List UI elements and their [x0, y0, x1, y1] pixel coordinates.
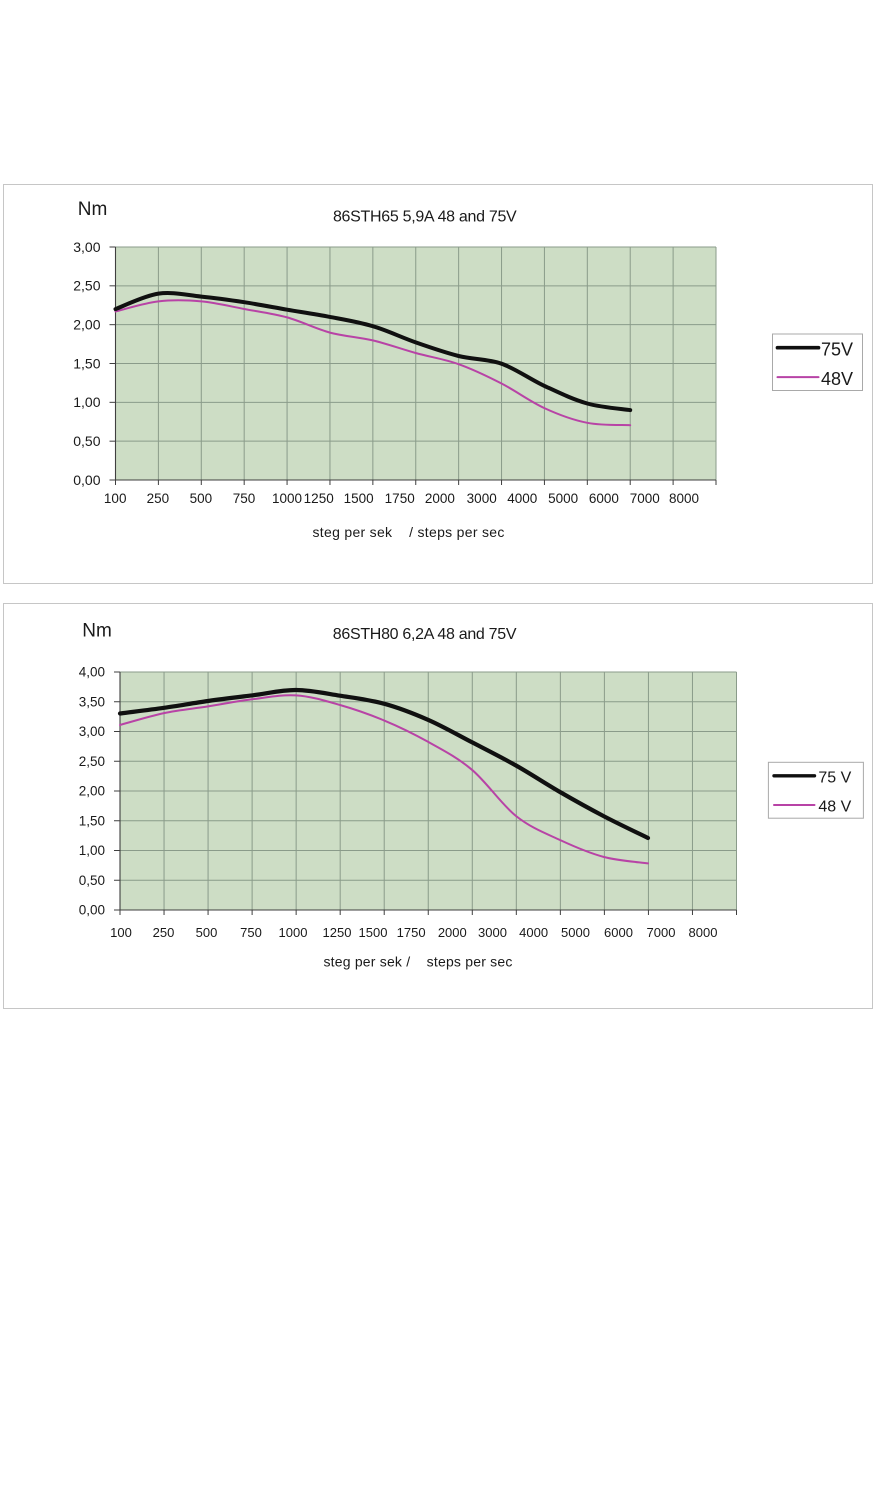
svg-text:8000: 8000	[689, 925, 718, 940]
svg-text:3,00: 3,00	[73, 239, 100, 255]
svg-text:6000: 6000	[589, 491, 619, 506]
svg-text:48 V: 48 V	[818, 799, 851, 816]
svg-text:75V: 75V	[821, 340, 853, 360]
svg-text:steg per sek / steps per se: steg per sek / steps per sec	[323, 953, 512, 969]
svg-text:Nm: Nm	[78, 199, 108, 220]
svg-text:3000: 3000	[467, 491, 497, 506]
svg-text:7000: 7000	[647, 925, 676, 940]
svg-text:1000: 1000	[272, 491, 302, 506]
svg-text:2,50: 2,50	[73, 278, 100, 294]
svg-text:6000: 6000	[604, 925, 633, 940]
svg-text:steg per sek / steps per se: steg per sek / steps per sec	[313, 524, 505, 540]
svg-text:100: 100	[104, 491, 127, 506]
svg-text:3000: 3000	[478, 925, 507, 940]
svg-text:0,50: 0,50	[73, 433, 100, 449]
svg-text:1250: 1250	[323, 925, 352, 940]
svg-text:250: 250	[147, 491, 170, 506]
svg-text:100: 100	[110, 925, 132, 940]
svg-text:8000: 8000	[669, 491, 699, 506]
svg-text:1750: 1750	[385, 491, 415, 506]
svg-text:1,50: 1,50	[73, 355, 100, 371]
svg-text:1250: 1250	[304, 491, 334, 506]
svg-text:Nm: Nm	[82, 621, 112, 642]
svg-text:750: 750	[233, 491, 256, 506]
svg-text:2000: 2000	[438, 925, 467, 940]
svg-text:1500: 1500	[359, 925, 388, 940]
svg-text:7000: 7000	[630, 491, 660, 506]
svg-text:4,00: 4,00	[79, 665, 105, 680]
svg-text:4000: 4000	[519, 925, 548, 940]
svg-text:2,00: 2,00	[73, 317, 100, 333]
svg-text:0,50: 0,50	[79, 873, 105, 888]
svg-text:750: 750	[240, 925, 262, 940]
svg-text:500: 500	[190, 491, 213, 506]
svg-text:1,50: 1,50	[79, 814, 105, 829]
svg-text:86STH65 5,9A 48 and 75V: 86STH65 5,9A 48 and 75V	[333, 209, 517, 226]
svg-text:5000: 5000	[561, 925, 590, 940]
svg-text:1000: 1000	[279, 925, 308, 940]
svg-text:4000: 4000	[507, 491, 537, 506]
svg-text:1500: 1500	[344, 491, 374, 506]
svg-text:2000: 2000	[425, 491, 455, 506]
svg-text:0,00: 0,00	[73, 472, 100, 488]
svg-text:48V: 48V	[821, 369, 853, 389]
svg-text:2,00: 2,00	[79, 784, 105, 799]
svg-text:1,00: 1,00	[79, 843, 105, 858]
svg-text:75 V: 75 V	[818, 770, 851, 787]
svg-text:250: 250	[153, 925, 175, 940]
svg-text:1750: 1750	[397, 925, 426, 940]
svg-text:3,00: 3,00	[79, 724, 105, 739]
svg-text:86STH80 6,2A 48 and 75V: 86STH80 6,2A 48 and 75V	[333, 626, 517, 643]
svg-text:1,00: 1,00	[73, 394, 100, 410]
svg-text:3,50: 3,50	[79, 695, 105, 710]
svg-text:5000: 5000	[548, 491, 578, 506]
svg-text:500: 500	[196, 925, 218, 940]
svg-text:0,00: 0,00	[79, 903, 105, 918]
svg-text:2,50: 2,50	[79, 754, 105, 769]
